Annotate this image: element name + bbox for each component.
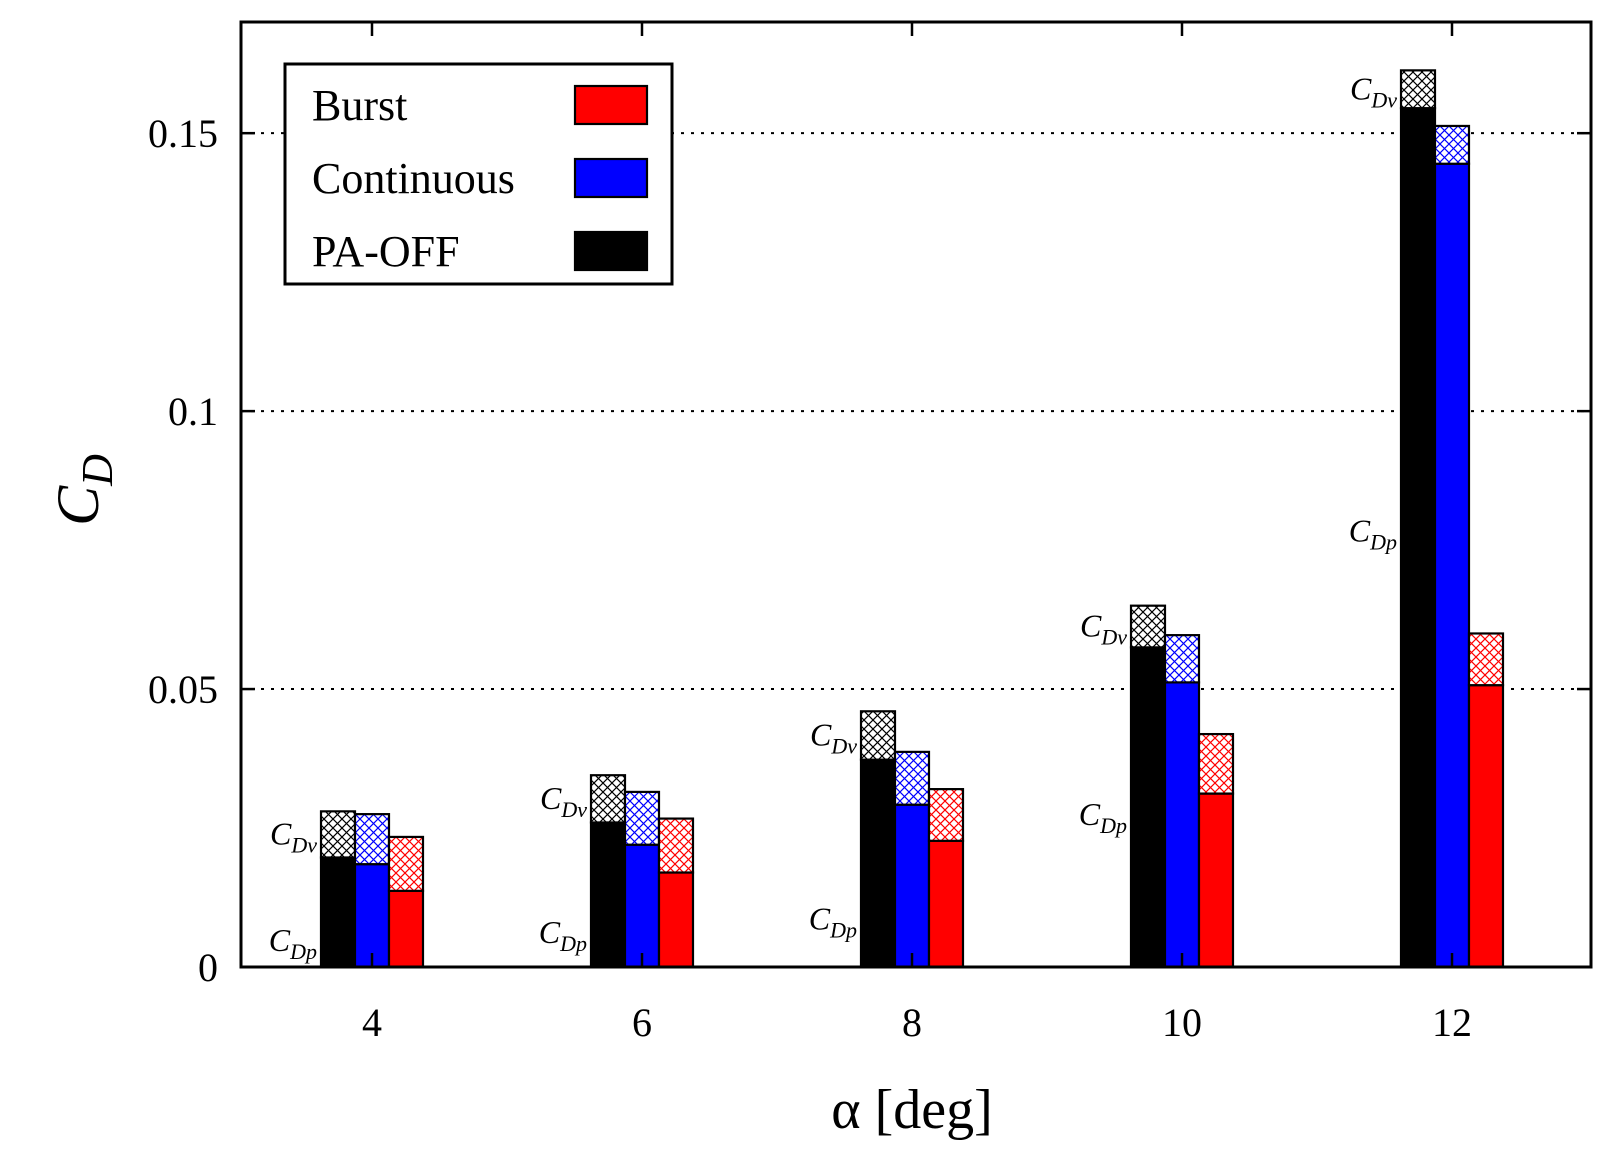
bar-cdp-continuous-4 [353,863,391,969]
legend-label-continuous: Continuous [312,154,515,203]
legend-label-pa-off: PA-OFF [312,227,460,276]
bar-cdv-continuous-6 [623,790,661,846]
y-tick-label-1: 0.05 [148,667,218,712]
bar-cdp-continuous-8 [893,803,931,969]
x-tick-label-3: 10 [1162,1000,1202,1045]
y-tick-labels: 0 0.05 0.1 0.15 [148,111,218,990]
bar-cdp-pa-off-8 [859,758,897,969]
component-labels: CDv CDp CDv CDp CDv CDp CDv CDp CDv CDp [269,70,1397,964]
bar-cdv-continuous-10 [1163,634,1201,684]
legend: Burst Continuous PA-OFF [283,62,674,286]
bar-cdv-pa-off-12 [1399,69,1437,110]
label-cdp-4: CDp [269,922,317,964]
y-axis-label-sub: D [73,454,122,487]
bar-cdv-burst-12 [1467,632,1505,687]
bar-cdp-continuous-12 [1433,162,1471,969]
bar-cdv-burst-10 [1197,732,1235,795]
bar-cdp-pa-off-12 [1399,107,1437,969]
bar-cdp-pa-off-10 [1129,646,1167,969]
bar-cdv-continuous-4 [353,813,391,866]
bar-cdp-continuous-10 [1163,681,1201,969]
label-cdv-8: CDv [810,716,857,758]
bar-cdv-pa-off-4 [319,810,357,859]
bar-cdv-continuous-12 [1433,124,1471,165]
legend-swatch-continuous [573,157,649,199]
bar-cdv-burst-4 [387,835,425,892]
label-cdv-4: CDv [270,815,317,857]
legend-swatch-burst [573,84,649,126]
bar-cdp-pa-off-6 [589,821,627,969]
x-tick-labels: 4 6 8 10 12 [362,1000,1472,1045]
bar-cdv-pa-off-6 [589,774,627,824]
bar-cdp-continuous-6 [623,843,661,969]
label-cdv-6: CDv [540,780,587,822]
bar-cdp-burst-6 [657,871,695,969]
x-tick-label-2: 8 [902,1000,922,1045]
y-tick-label-2: 0.1 [168,389,218,434]
y-tick-label-0: 0 [198,945,218,990]
x-axis-label: α [deg] [831,1079,993,1141]
y-axis-label: CD [45,454,122,526]
x-tick-label-4: 12 [1432,1000,1472,1045]
label-cdv-10: CDv [1080,608,1127,650]
label-cdp-10: CDp [1079,796,1127,838]
y-tick-label-3: 0.15 [148,111,218,156]
bar-cdv-pa-off-8 [859,710,897,761]
legend-swatch-pa-off [573,230,649,272]
bar-cdv-continuous-8 [893,750,931,806]
bar-cdp-burst-8 [927,839,965,969]
label-cdv-12: CDv [1350,70,1397,112]
bar-cdp-pa-off-4 [319,856,357,969]
plot-frame [239,20,1593,969]
svg-text:CD: CD [45,454,122,526]
bar-cdp-burst-4 [387,889,425,969]
label-cdp-6: CDp [539,914,587,956]
bar-cdv-pa-off-10 [1129,604,1167,649]
legend-label-burst: Burst [312,81,407,130]
y-axis-label-main: C [45,485,111,526]
bar-cdv-burst-6 [657,817,695,874]
label-cdp-8: CDp [809,900,857,942]
x-tick-label-0: 4 [362,1000,382,1045]
label-cdp-12: CDp [1349,512,1397,554]
bar-cdv-burst-8 [927,788,965,842]
bar-cdp-burst-12 [1467,684,1505,969]
bar-cdp-burst-10 [1197,792,1235,969]
x-tick-label-1: 6 [632,1000,652,1045]
